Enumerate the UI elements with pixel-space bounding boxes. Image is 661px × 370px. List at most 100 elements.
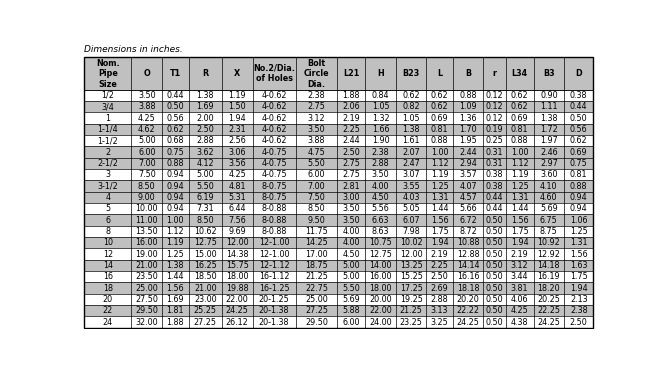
Text: 20-1.38: 20-1.38 (259, 306, 290, 315)
Text: 4.03: 4.03 (403, 193, 420, 202)
Text: 1.09: 1.09 (459, 102, 477, 111)
Text: D: D (576, 69, 582, 78)
Text: 3.25: 3.25 (431, 317, 449, 327)
Text: 1.94: 1.94 (431, 238, 448, 247)
Text: 2.75: 2.75 (307, 102, 325, 111)
Bar (84, 90, 594, 101)
Text: 1-1/4: 1-1/4 (98, 125, 118, 134)
Text: 2.31: 2.31 (229, 125, 246, 134)
Text: 4.25: 4.25 (138, 114, 155, 122)
Text: 24: 24 (102, 317, 113, 327)
Text: 3.62: 3.62 (196, 148, 214, 157)
Text: 6.72: 6.72 (459, 216, 477, 225)
Text: 6.44: 6.44 (229, 204, 246, 213)
Text: 0.31: 0.31 (486, 159, 503, 168)
Text: 8.50: 8.50 (196, 216, 214, 225)
Text: 0.44: 0.44 (570, 102, 588, 111)
Text: 18.00: 18.00 (226, 272, 249, 281)
Text: 5.66: 5.66 (459, 204, 477, 213)
Text: 0.38: 0.38 (486, 170, 503, 179)
Text: 10.00: 10.00 (136, 204, 158, 213)
Text: 5.31: 5.31 (229, 193, 246, 202)
Text: 1.05: 1.05 (371, 102, 389, 111)
Text: 14.25: 14.25 (305, 238, 328, 247)
Text: 12-1.12: 12-1.12 (258, 261, 290, 270)
Text: 4-0.75: 4-0.75 (261, 159, 287, 168)
Text: 10.92: 10.92 (537, 238, 561, 247)
Text: 1.50: 1.50 (229, 102, 246, 111)
Text: 25.25: 25.25 (194, 306, 217, 315)
Text: 20-1.25: 20-1.25 (258, 295, 290, 304)
Text: 1.56: 1.56 (431, 216, 448, 225)
Text: 3.88: 3.88 (308, 136, 325, 145)
Text: 0.50: 0.50 (486, 317, 504, 327)
Text: 3.00: 3.00 (342, 193, 360, 202)
Text: 11.75: 11.75 (305, 227, 328, 236)
Text: 5.00: 5.00 (342, 272, 360, 281)
Text: No.2/Dia.
of Holes: No.2/Dia. of Holes (253, 64, 295, 83)
Text: 24.25: 24.25 (537, 317, 561, 327)
Bar (84, 112, 594, 124)
Text: 0.62: 0.62 (570, 136, 588, 145)
Text: 29.50: 29.50 (136, 306, 158, 315)
Text: 3.50: 3.50 (342, 204, 360, 213)
Text: 1.38: 1.38 (167, 261, 184, 270)
Text: 1.25: 1.25 (167, 250, 184, 259)
Text: 3.50: 3.50 (138, 91, 155, 100)
Text: 0.44: 0.44 (486, 204, 503, 213)
Text: 3.12: 3.12 (511, 261, 528, 270)
Text: 1: 1 (105, 114, 110, 122)
Text: 10.62: 10.62 (194, 227, 217, 236)
Text: 2.13: 2.13 (570, 295, 588, 304)
Text: 32.00: 32.00 (136, 317, 158, 327)
Text: 21.25: 21.25 (305, 272, 328, 281)
Text: 16.25: 16.25 (194, 261, 217, 270)
Bar (84, 158, 594, 169)
Text: 21.00: 21.00 (136, 261, 158, 270)
Text: 24.00: 24.00 (369, 317, 392, 327)
Text: 24.25: 24.25 (226, 306, 249, 315)
Text: 8.50: 8.50 (307, 204, 325, 213)
Text: 1.61: 1.61 (403, 136, 420, 145)
Text: 12.75: 12.75 (194, 238, 217, 247)
Text: 0.84: 0.84 (371, 91, 389, 100)
Text: 4-0.62: 4-0.62 (261, 91, 287, 100)
Text: 8: 8 (105, 227, 110, 236)
Text: 3/4: 3/4 (101, 102, 114, 111)
Text: 0.12: 0.12 (486, 114, 504, 122)
Text: 5.69: 5.69 (540, 204, 558, 213)
Text: 7.00: 7.00 (138, 159, 155, 168)
Text: 1.36: 1.36 (459, 114, 477, 122)
Text: 4.10: 4.10 (540, 182, 558, 191)
Text: 1.31: 1.31 (511, 193, 528, 202)
Text: 0.88: 0.88 (570, 182, 588, 191)
Text: 14.14: 14.14 (457, 261, 479, 270)
Text: 2.97: 2.97 (540, 159, 558, 168)
Text: Bolt
Circle
Dia.: Bolt Circle Dia. (303, 59, 329, 88)
Text: 22.00: 22.00 (369, 306, 392, 315)
Text: 0.12: 0.12 (486, 102, 504, 111)
Text: 0.94: 0.94 (167, 204, 184, 213)
Bar (84, 124, 594, 135)
Bar (84, 135, 594, 147)
Text: 2.56: 2.56 (228, 136, 246, 145)
Text: 7.50: 7.50 (138, 170, 155, 179)
Text: 20.00: 20.00 (369, 295, 392, 304)
Text: 1.25: 1.25 (570, 227, 588, 236)
Text: 2.88: 2.88 (371, 159, 389, 168)
Text: 1.06: 1.06 (570, 216, 588, 225)
Text: 0.19: 0.19 (486, 125, 504, 134)
Text: 22.22: 22.22 (457, 306, 480, 315)
Text: 1.19: 1.19 (431, 170, 448, 179)
Text: 0.38: 0.38 (486, 182, 503, 191)
Text: 1.94: 1.94 (229, 114, 246, 122)
Bar (84, 294, 594, 305)
Text: 2.19: 2.19 (511, 250, 529, 259)
Text: 3-1/2: 3-1/2 (97, 182, 118, 191)
Text: 1.38: 1.38 (196, 91, 214, 100)
Text: 1.95: 1.95 (459, 136, 477, 145)
Text: 2.38: 2.38 (570, 306, 588, 315)
Text: 4.25: 4.25 (228, 170, 246, 179)
Text: 20-1.38: 20-1.38 (259, 317, 290, 327)
Text: 5: 5 (105, 204, 110, 213)
